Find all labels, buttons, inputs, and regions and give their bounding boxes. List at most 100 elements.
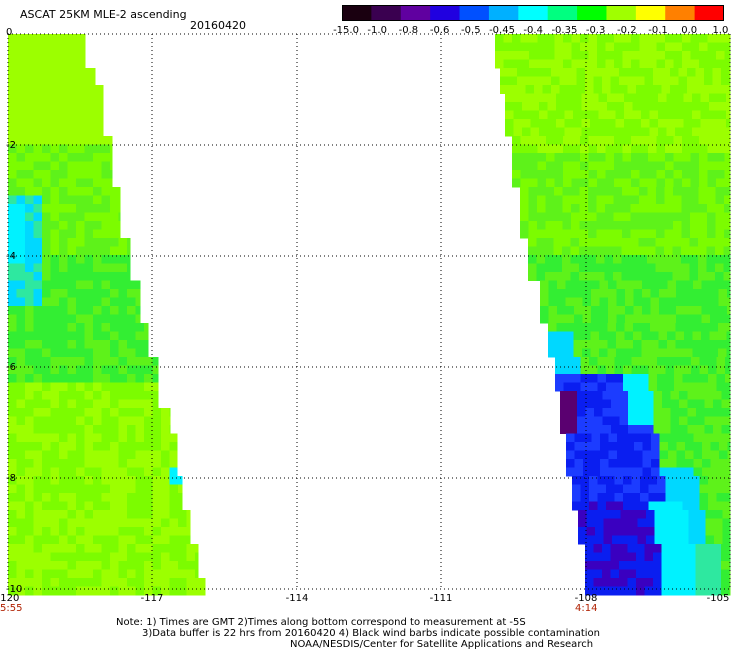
data-cell xyxy=(127,391,136,400)
data-cell xyxy=(33,229,43,239)
x-tick-label: -120 xyxy=(0,593,20,604)
data-cell xyxy=(564,102,574,111)
data-cell xyxy=(67,153,77,162)
data-cell xyxy=(651,433,660,443)
data-cell xyxy=(84,493,94,502)
data-cell xyxy=(537,34,547,43)
data-cell xyxy=(93,527,102,536)
data-cell xyxy=(16,34,26,43)
data-cell xyxy=(33,110,43,120)
data-cell xyxy=(554,42,564,52)
data-cell xyxy=(602,561,611,570)
data-cell xyxy=(545,263,554,273)
data-cell xyxy=(152,527,162,536)
data-cell xyxy=(726,110,731,120)
data-cell xyxy=(699,382,709,392)
data-cell xyxy=(721,408,731,417)
data-cell xyxy=(612,518,621,528)
data-cell xyxy=(717,127,727,137)
data-cell xyxy=(16,272,26,281)
data-cell xyxy=(619,552,628,562)
data-cell xyxy=(93,382,102,392)
data-cell xyxy=(84,34,86,43)
data-cell xyxy=(603,518,613,528)
data-cell xyxy=(33,280,43,290)
data-cell xyxy=(630,221,640,230)
data-cell xyxy=(93,552,102,562)
data-cell xyxy=(67,467,77,477)
data-cell xyxy=(727,442,731,451)
data-cell xyxy=(16,484,26,494)
data-cell xyxy=(699,501,709,511)
data-cell xyxy=(671,527,681,536)
data-cell xyxy=(16,586,26,596)
data-cell xyxy=(118,357,128,366)
data-cell xyxy=(76,187,85,196)
data-cell xyxy=(67,433,77,443)
data-cell xyxy=(16,365,26,375)
data-cell xyxy=(678,561,688,570)
data-cell xyxy=(671,518,681,528)
data-cell xyxy=(614,493,624,502)
data-cell xyxy=(585,544,594,553)
data-cell xyxy=(674,382,683,392)
data-cell xyxy=(597,170,606,179)
data-cell xyxy=(617,467,626,477)
data-cell xyxy=(42,578,51,587)
data-cell xyxy=(625,280,634,290)
data-cell xyxy=(135,365,145,375)
data-cell xyxy=(76,348,85,358)
data-cell xyxy=(152,416,162,426)
data-cell xyxy=(33,399,43,409)
data-cell xyxy=(670,85,679,94)
data-cell xyxy=(706,246,716,256)
data-cell xyxy=(84,552,94,562)
data-cell xyxy=(704,561,713,570)
data-cell xyxy=(608,306,617,315)
data-cell xyxy=(588,51,598,60)
data-cell xyxy=(8,76,17,86)
data-cell xyxy=(727,306,731,315)
data-cell xyxy=(537,42,547,52)
data-cell xyxy=(647,187,657,196)
data-cell xyxy=(93,102,102,111)
data-cell xyxy=(649,102,659,111)
data-cell xyxy=(653,561,662,570)
data-cell xyxy=(110,314,119,324)
data-cell xyxy=(161,425,170,434)
data-cell xyxy=(719,459,728,468)
data-cell xyxy=(600,467,609,477)
data-cell xyxy=(76,484,85,494)
data-cell xyxy=(8,467,17,477)
data-cell xyxy=(577,399,586,409)
data-cell xyxy=(144,340,149,349)
data-cell xyxy=(522,93,531,103)
data-cell xyxy=(50,195,60,205)
data-cell xyxy=(33,391,43,400)
data-cell xyxy=(16,561,26,570)
data-cell xyxy=(76,161,85,171)
data-cell xyxy=(528,221,538,230)
data-cell xyxy=(50,552,60,562)
data-cell xyxy=(186,544,196,553)
data-cell xyxy=(548,306,558,315)
data-cell xyxy=(67,34,77,43)
data-cell xyxy=(93,255,102,264)
data-cell xyxy=(537,51,547,60)
data-cell xyxy=(33,51,43,60)
data-cell xyxy=(589,484,598,494)
data-cell xyxy=(42,374,51,383)
data-cell xyxy=(152,391,159,400)
data-cell xyxy=(33,501,43,511)
data-cell xyxy=(605,153,615,162)
data-cell xyxy=(605,161,615,171)
data-cell xyxy=(673,221,682,230)
data-cell xyxy=(727,467,731,477)
data-cell xyxy=(25,467,34,477)
data-cell xyxy=(110,306,119,315)
data-cell xyxy=(495,42,504,52)
data-cell xyxy=(118,195,121,205)
data-cell xyxy=(84,408,94,417)
data-cell xyxy=(42,110,51,120)
data-cell xyxy=(656,59,666,69)
